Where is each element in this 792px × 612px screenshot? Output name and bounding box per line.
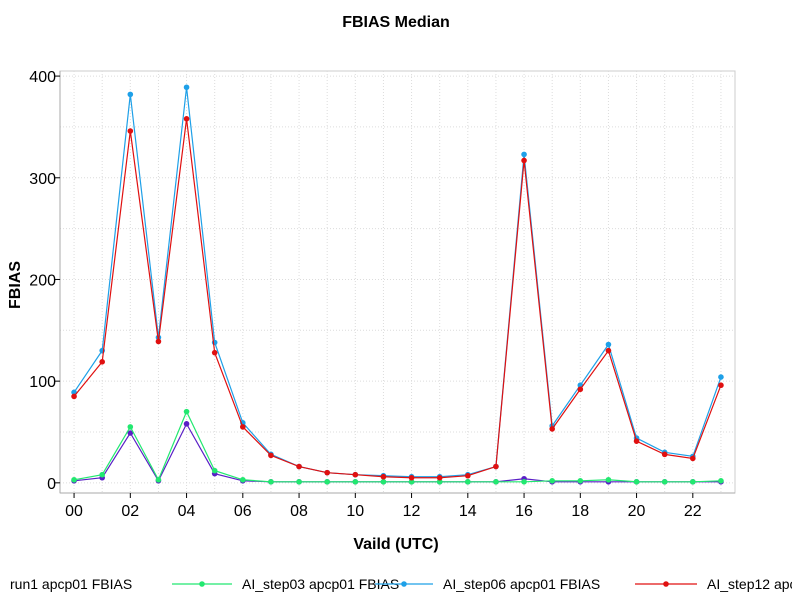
legend-item: AI_step03 apcp01 FBIAS bbox=[172, 576, 399, 592]
y-tick-label: 300 bbox=[29, 171, 56, 188]
legend-label: AI_step12 apcp bbox=[707, 576, 792, 592]
legend-label: run1 apcp01 FBIAS bbox=[10, 576, 132, 592]
data-point bbox=[493, 463, 499, 470]
data-point bbox=[408, 474, 415, 481]
legend: run1 apcp01 FBIAS AI_step03 apcp01 FBIAS A… bbox=[10, 576, 792, 592]
data-point bbox=[549, 426, 555, 432]
data-point bbox=[605, 347, 612, 354]
data-point bbox=[183, 408, 190, 415]
x-tick-label: 06 bbox=[234, 503, 252, 520]
data-point bbox=[71, 476, 77, 483]
data-point bbox=[352, 479, 359, 485]
x-axis-label: Vaild (UTC) bbox=[353, 536, 438, 553]
data-point bbox=[465, 472, 471, 479]
data-point bbox=[549, 477, 555, 484]
chart-title: FBIAS Median bbox=[342, 14, 450, 31]
data-point bbox=[633, 438, 640, 444]
legend-item: run1 apcp01 FBIAS bbox=[10, 576, 132, 592]
data-point bbox=[380, 479, 387, 485]
data-point bbox=[718, 382, 724, 389]
y-tick-label: 200 bbox=[29, 272, 56, 289]
data-point bbox=[99, 471, 105, 478]
data-point bbox=[521, 157, 527, 164]
x-tick-label: 12 bbox=[403, 503, 421, 520]
data-point bbox=[183, 84, 190, 91]
data-point bbox=[436, 479, 443, 485]
data-point bbox=[155, 476, 162, 483]
data-point bbox=[268, 452, 274, 459]
data-point bbox=[240, 476, 246, 483]
x-tick-label: 02 bbox=[121, 503, 139, 520]
data-point bbox=[408, 479, 415, 485]
data-point bbox=[324, 469, 330, 476]
data-point bbox=[690, 455, 696, 462]
data-point bbox=[690, 479, 696, 485]
data-point bbox=[127, 430, 134, 436]
legend-item: AI_step12 apcp bbox=[635, 576, 792, 592]
data-point bbox=[183, 421, 190, 427]
data-point bbox=[633, 479, 640, 485]
data-point bbox=[493, 479, 499, 485]
y-axis-label: FBIAS bbox=[7, 261, 24, 309]
data-point bbox=[577, 386, 584, 393]
x-tick-label: 08 bbox=[290, 503, 308, 520]
y-tick-label: 0 bbox=[47, 476, 56, 493]
x-tick-label: 18 bbox=[571, 503, 589, 520]
data-point bbox=[183, 115, 190, 122]
legend-label: AI_step03 apcp01 FBIAS bbox=[242, 576, 399, 592]
x-tick-label: 22 bbox=[684, 503, 702, 520]
data-point bbox=[605, 341, 612, 348]
data-point bbox=[661, 479, 668, 485]
legend-swatch-marker bbox=[401, 581, 407, 587]
data-point bbox=[240, 424, 246, 430]
x-tick-label: 10 bbox=[346, 503, 364, 520]
data-point bbox=[127, 91, 134, 98]
x-tick-label: 14 bbox=[459, 503, 477, 520]
data-point bbox=[211, 467, 218, 474]
x-tick-label: 00 bbox=[65, 503, 83, 520]
x-tick-label: 04 bbox=[178, 503, 196, 520]
data-point bbox=[521, 151, 527, 158]
data-point bbox=[605, 476, 612, 483]
data-point bbox=[211, 349, 218, 356]
series-line bbox=[73, 118, 722, 479]
data-point bbox=[577, 477, 584, 484]
data-point bbox=[71, 393, 77, 400]
x-tick-label: 16 bbox=[515, 503, 533, 520]
plot-area: 0 100 200 300 400 00 02 04 06 08 10 12 14 16 18 20 22 bbox=[29, 69, 736, 520]
data-point bbox=[521, 479, 527, 485]
data-point bbox=[296, 463, 302, 470]
series-3 bbox=[71, 115, 724, 481]
data-point bbox=[127, 424, 134, 430]
legend-swatch-marker bbox=[199, 581, 205, 587]
y-tick-label: 400 bbox=[29, 69, 56, 86]
legend-label: AI_step06 apcp01 FBIAS bbox=[443, 576, 600, 592]
data-point bbox=[436, 474, 443, 481]
data-point bbox=[661, 451, 668, 458]
data-point bbox=[324, 479, 330, 485]
data-point bbox=[718, 374, 724, 380]
plot-frame bbox=[59, 70, 736, 494]
data-point bbox=[718, 477, 724, 484]
series-line bbox=[73, 87, 722, 478]
data-point bbox=[99, 359, 105, 365]
data-point bbox=[127, 128, 134, 134]
data-point bbox=[352, 471, 359, 478]
data-point bbox=[155, 338, 162, 345]
data-point bbox=[268, 479, 274, 485]
series-1 bbox=[71, 408, 724, 485]
legend-item: AI_step06 apcp01 FBIAS bbox=[375, 576, 600, 592]
legend-swatch-marker bbox=[663, 581, 669, 587]
data-point bbox=[296, 479, 302, 485]
series-line bbox=[73, 410, 721, 483]
x-tick-label: 20 bbox=[628, 503, 646, 520]
y-tick-label: 100 bbox=[29, 374, 56, 391]
data-point bbox=[380, 473, 387, 480]
data-point bbox=[465, 479, 471, 485]
